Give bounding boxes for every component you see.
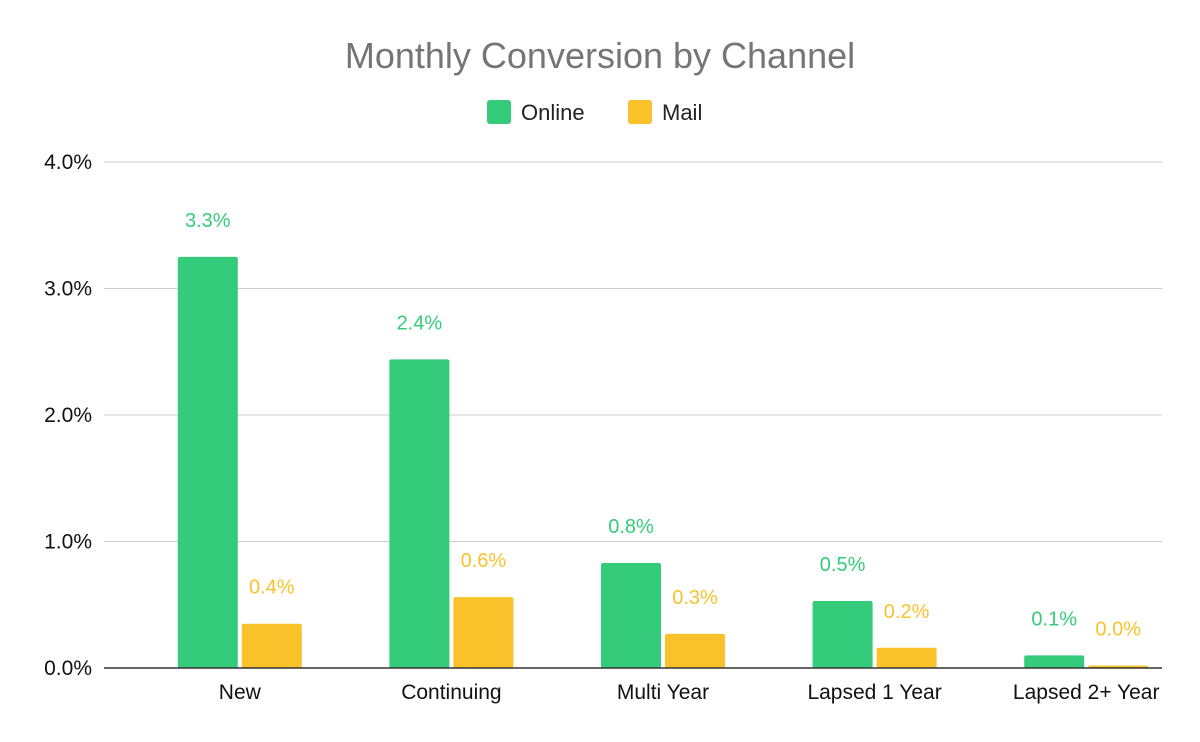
data-label-mail-5: 0.0% [1095,618,1141,640]
x-category-label: Lapsed 1 Year [807,681,941,704]
x-axis-categories: New Continuing Multi Year Lapsed 1 Year Laps… [219,681,1160,704]
data-label-online-5: 0.1% [1031,608,1077,630]
y-axis-ticks: 0.0% 1.0% 2.0% 3.0% 4.0% [44,151,92,680]
data-label-mail-1: 0.4% [249,577,295,599]
chart-title: Monthly Conversion by Channel [345,35,855,76]
bar-online-2 [389,359,450,668]
x-category-label: Multi Year [617,681,709,704]
bar-mail-1 [241,623,302,668]
y-tick-label: 1.0% [44,531,92,554]
bar-mail-4 [876,647,937,668]
x-category-label: Continuing [401,681,501,704]
bar-online-5 [1024,655,1085,668]
legend: Online Mail [487,100,702,125]
data-label-online-2: 2.4% [397,312,443,334]
data-label-online-1: 3.3% [185,210,231,232]
bar-online-4 [812,600,873,668]
data-label-mail-3: 0.3% [672,587,718,609]
bar-online-1 [177,256,238,668]
bars [177,256,1149,668]
data-label-online-3: 0.8% [608,516,654,538]
data-label-mail-4: 0.2% [884,601,930,623]
legend-label-mail: Mail [662,100,702,125]
bar-mail-3 [665,633,725,668]
y-tick-label: 4.0% [44,151,92,174]
y-tick-label: 0.0% [44,657,92,680]
x-category-label: New [219,681,262,704]
legend-swatch-mail [628,100,652,124]
gridlines [104,161,1162,542]
y-tick-label: 3.0% [44,278,92,301]
data-labels: 3.3% 0.4% 2.4% 0.6% 0.8% 0.3% 0.5% 0.2% 0.1% 0.0% [185,210,1141,641]
data-label-mail-2: 0.6% [461,550,507,572]
legend-label-online: Online [521,100,585,125]
y-tick-label: 2.0% [44,404,92,427]
x-category-label: Lapsed 2+ Year [1013,681,1160,704]
data-label-online-4: 0.5% [820,554,866,576]
bar-mail-2 [453,597,514,668]
bar-online-3 [601,563,661,668]
legend-swatch-online [487,100,511,124]
